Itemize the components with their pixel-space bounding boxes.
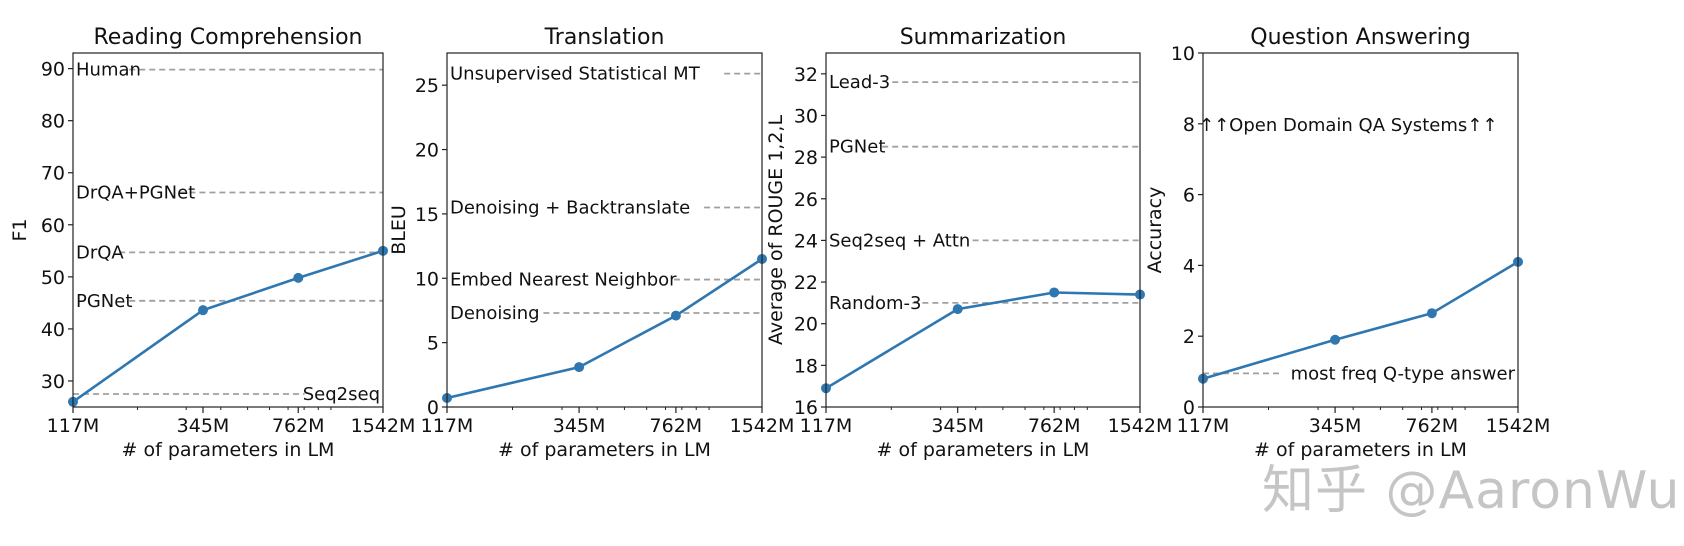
- y-axis-label: F1: [9, 218, 31, 241]
- y-tick-label: 25: [415, 75, 439, 97]
- y-tick-label: 20: [415, 140, 439, 162]
- x-axis-label: # of parameters in LM: [122, 439, 335, 461]
- y-tick-label: 40: [41, 319, 65, 341]
- y-tick-label: 32: [794, 64, 818, 86]
- y-tick-label: 90: [41, 59, 65, 81]
- y-tick-label: 10: [1171, 43, 1195, 65]
- data-point: [952, 304, 963, 315]
- y-tick-label: 2: [1183, 326, 1195, 348]
- data-point: [293, 272, 304, 283]
- y-tick-label: 5: [427, 333, 439, 355]
- baseline-label: Human: [76, 60, 141, 81]
- y-tick-label: 4: [1183, 255, 1195, 277]
- x-tick-label: 1542M: [1108, 415, 1173, 437]
- chart-title: Question Answering: [1250, 25, 1470, 50]
- chart-title: Translation: [544, 25, 665, 50]
- x-tick-label: 345M: [1309, 415, 1362, 437]
- y-tick-label: 6: [1183, 185, 1195, 207]
- x-axis-label: # of parameters in LM: [498, 439, 711, 461]
- data-point: [1330, 334, 1341, 345]
- y-tick-label: 24: [794, 230, 818, 252]
- data-point: [1426, 308, 1437, 319]
- y-tick-label: 60: [41, 215, 65, 237]
- plot-frame: [446, 52, 763, 408]
- x-tick-label: 345M: [177, 415, 230, 437]
- baseline-label: PGNet: [76, 291, 132, 312]
- series-line: [72, 249, 384, 403]
- baseline-label: Denoising: [450, 303, 540, 324]
- chart-title: Summarization: [900, 25, 1067, 50]
- chart-panel-0: Reading Comprehension Human DrQA+PGNet DrQA…: [9, 25, 415, 461]
- x-tick-label: 1542M: [730, 415, 795, 437]
- baseline-label: DrQA: [76, 242, 124, 263]
- y-tick-label: 20: [794, 314, 818, 336]
- data-point: [197, 305, 208, 316]
- x-tick-label: 1542M: [351, 415, 416, 437]
- baseline-label: Lead-3: [829, 72, 890, 93]
- baseline-label: Embed Nearest Neighbor: [450, 270, 677, 291]
- y-tick-label: 16: [794, 397, 818, 419]
- y-tick-label: 22: [794, 272, 818, 294]
- baseline-label: DrQA+PGNet: [76, 183, 195, 204]
- plot-frame: [72, 52, 384, 408]
- plot-frame: [825, 52, 1141, 408]
- series-line: [1202, 260, 1519, 380]
- x-tick-label: 345M: [553, 415, 606, 437]
- y-tick-label: 30: [41, 371, 65, 393]
- y-tick-label: 15: [415, 204, 439, 226]
- y-tick-label: 28: [794, 147, 818, 169]
- x-tick-label: 1542M: [1486, 415, 1551, 437]
- baseline-label: Seq2seq: [303, 384, 380, 405]
- chart-title: Reading Comprehension: [93, 25, 362, 50]
- baseline-label: most freq Q-type answer: [1291, 363, 1516, 384]
- x-tick-label: 117M: [421, 415, 474, 437]
- chart-panel-1: Translation Unsupervised Statistical MT De…: [388, 25, 794, 461]
- baseline-label: Denoising + Backtranslate: [450, 197, 690, 218]
- x-tick-label: 762M: [1406, 415, 1459, 437]
- baseline-label: Random-3: [829, 293, 921, 314]
- y-tick-label: 30: [794, 105, 818, 127]
- y-axis-label: Accuracy: [1144, 187, 1166, 274]
- y-tick-label: 10: [415, 268, 439, 290]
- data-point: [1049, 287, 1060, 298]
- y-axis-label: Average of ROUGE 1,2,L: [765, 115, 787, 346]
- annotation-text: ↑↑Open Domain QA Systems↑↑: [1199, 115, 1497, 136]
- y-tick-label: 18: [794, 355, 818, 377]
- data-point: [574, 362, 585, 373]
- y-tick-label: 0: [427, 397, 439, 419]
- y-axis-label: BLEU: [388, 205, 410, 255]
- plot-frame: [1202, 52, 1519, 408]
- y-tick-label: 0: [1183, 397, 1195, 419]
- baseline-label: PGNet: [829, 137, 885, 158]
- y-tick-label: 70: [41, 163, 65, 185]
- series-line: [446, 257, 763, 400]
- x-tick-label: 345M: [931, 415, 984, 437]
- chart-panel-2: Summarization Lead-3 PGNet Seq2seq + Attn Ra…: [765, 25, 1172, 461]
- x-axis-label: # of parameters in LM: [1254, 439, 1467, 461]
- baseline-label: Unsupervised Statistical MT: [450, 64, 701, 85]
- data-point: [670, 310, 681, 321]
- baseline-label: Seq2seq + Attn: [829, 230, 970, 251]
- x-tick-label: 117M: [1177, 415, 1230, 437]
- y-tick-label: 8: [1183, 114, 1195, 136]
- series-line: [825, 291, 1141, 390]
- x-tick-label: 762M: [272, 415, 325, 437]
- y-tick-label: 26: [794, 189, 818, 211]
- y-tick-label: 80: [41, 111, 65, 133]
- x-tick-label: 762M: [650, 415, 703, 437]
- chart-panel-3: Question Answering most freq Q-type answe…: [1144, 25, 1550, 461]
- y-tick-label: 50: [41, 267, 65, 289]
- x-axis-label: # of parameters in LM: [877, 439, 1090, 461]
- x-tick-label: 762M: [1028, 415, 1081, 437]
- x-tick-label: 117M: [47, 415, 100, 437]
- x-tick-label: 117M: [800, 415, 853, 437]
